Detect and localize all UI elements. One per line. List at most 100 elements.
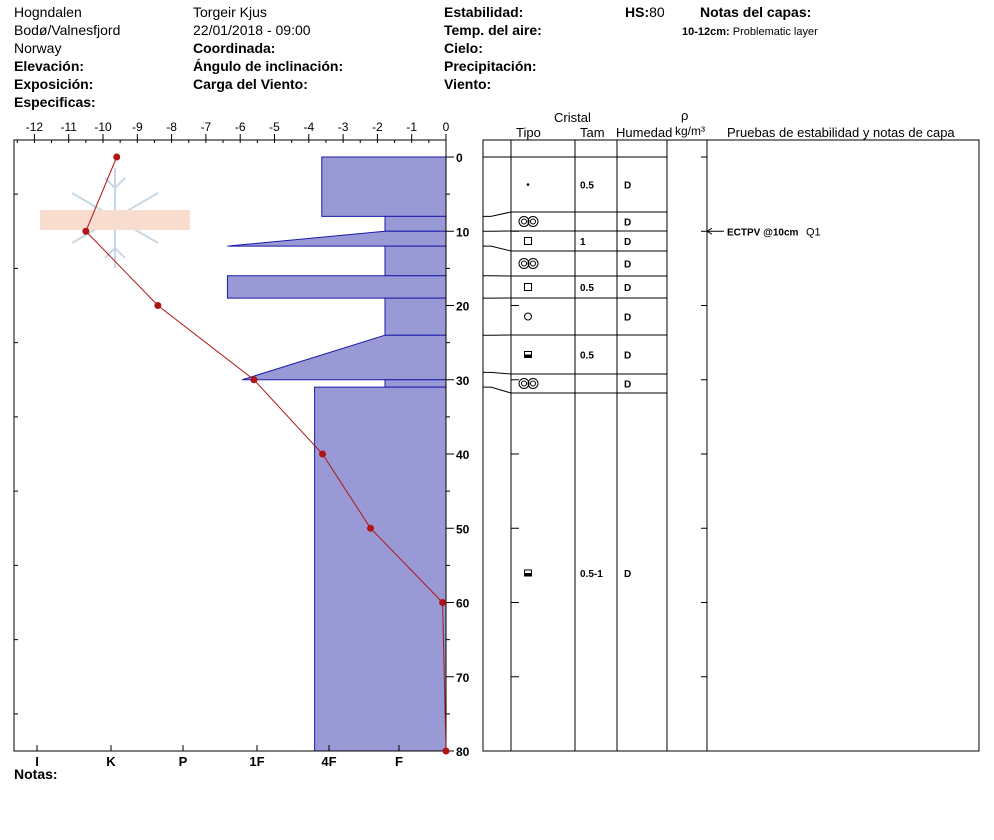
region: Bodø/Valnesfjord <box>14 22 121 38</box>
wind-load-label: Carga del Viento: <box>193 76 308 92</box>
layer-moisture: D <box>624 181 631 192</box>
layer-moisture: D <box>624 218 631 229</box>
hardness-layer-4 <box>226 275 447 299</box>
layer-moisture: D <box>624 237 631 248</box>
hs-label: HS: <box>625 4 650 20</box>
layer-connector-1 <box>483 211 512 217</box>
layer-connector-8 <box>483 386 512 394</box>
layer-size: 1 <box>580 237 586 248</box>
air-temp-label: Temp. del aire: <box>444 22 542 38</box>
watermark-band <box>40 210 190 230</box>
crystal-double-ring-icon-b <box>527 258 539 269</box>
layer-connector-7 <box>483 371 512 375</box>
datetime: 22/01/2018 - 09:00 <box>193 22 311 38</box>
temperature-point-4 <box>319 450 327 458</box>
moisture-header: Humedad <box>616 125 673 140</box>
elevation-label: Elevación: <box>14 58 85 74</box>
temp-tick-label: -2 <box>372 120 383 134</box>
type-header: Tipo <box>516 125 541 140</box>
hardness-label: P <box>179 754 188 769</box>
hardness-label: K <box>106 754 116 769</box>
depth-tick-label: 60 <box>456 597 470 611</box>
wind-label: Viento: <box>444 76 492 92</box>
crystal-double-ring-icon-inner <box>521 260 527 267</box>
temp-tick-label: -12 <box>26 120 44 134</box>
hardness-layer-7 <box>384 379 447 388</box>
observer: Torgeir Kjus <box>193 4 267 20</box>
density-unit-header: kg/m³ <box>675 124 705 138</box>
layer-table-frame <box>482 139 980 752</box>
layer-moisture: D <box>624 260 631 271</box>
temp-tick-label: -10 <box>94 120 112 134</box>
layer-note: 10-12cm: Problematic layer <box>682 24 818 40</box>
hardness-layer-3 <box>384 245 447 277</box>
temp-tick-label: -7 <box>201 120 212 134</box>
temp-tick-label: -3 <box>338 120 349 134</box>
stability-tests-header: Pruebas de estabilidad y notas de capa <box>727 125 955 140</box>
layer-size: 0.5-1 <box>580 569 603 580</box>
exposure-label: Exposición: <box>14 76 94 92</box>
crystal-double-ring-icon <box>518 378 530 389</box>
layer-notes-label: Notas del capas: <box>700 4 812 20</box>
country: Norway <box>14 40 62 56</box>
temp-tick-label: -4 <box>303 120 314 134</box>
hardness-label: 4F <box>321 754 336 769</box>
crystal-double-ring-icon <box>518 216 530 227</box>
temperature-point-3 <box>250 376 258 384</box>
depth-tick-label: 20 <box>456 300 470 314</box>
temperature-plot-frame <box>13 139 447 752</box>
specifics-label: Especificas: <box>14 94 96 110</box>
stability-test-arrowhead <box>706 227 713 235</box>
hardness-layer-0 <box>321 156 447 217</box>
crystal-half-filled-square-icon-fill <box>524 354 532 358</box>
layer-moisture: D <box>624 283 631 294</box>
crystal-double-ring-icon-inner <box>521 380 527 387</box>
depth-tick-label: 80 <box>456 745 470 759</box>
temp-tick-label: -1 <box>406 120 417 134</box>
depth-tick-label: 50 <box>456 522 470 536</box>
hs-value: 80 <box>649 4 665 20</box>
temperature-point-2 <box>154 302 162 309</box>
crystal-square-icon <box>524 237 532 245</box>
layer-size: 0.5 <box>580 181 594 192</box>
layer-moisture: D <box>624 313 631 324</box>
hs-readout: HS:80 <box>625 4 665 20</box>
crystal-double-ring-icon-b-inner <box>530 380 536 387</box>
crystal-header: Cristal <box>554 110 591 125</box>
slope-angle-label: Ángulo de inclinación: <box>193 58 344 74</box>
coordinate-label: Coordinada: <box>193 40 276 56</box>
hardness-label: 1F <box>249 754 264 769</box>
temp-tick-label: -9 <box>132 120 143 134</box>
notes-label: Notas: <box>14 766 58 782</box>
layer-size: 0.5 <box>580 351 594 362</box>
temp-tick-label: -8 <box>166 120 177 134</box>
precipitation-label: Precipitación: <box>444 58 537 74</box>
hardness-label: F <box>395 754 403 769</box>
depth-tick-label: 40 <box>456 448 470 462</box>
location: Hogndalen <box>14 4 82 20</box>
layer-note-text: Problematic layer <box>732 26 818 38</box>
temperature-point-0 <box>113 153 121 161</box>
depth-tick-label: 70 <box>456 671 470 685</box>
stability-label: Estabilidad: <box>444 4 524 20</box>
layer-connector-3 <box>483 245 512 252</box>
crystal-dot-icon <box>526 183 530 186</box>
temperature-point-7 <box>442 747 450 755</box>
crystal-square-icon <box>524 283 532 291</box>
hardness-layer-2 <box>227 230 447 247</box>
temperature-point-1 <box>82 227 90 235</box>
temperature-point-5 <box>367 524 375 532</box>
snowpilot-watermark <box>40 168 190 268</box>
size-header: Tam <box>580 125 605 140</box>
layer-size: 0.5 <box>580 283 594 294</box>
hardness-layer-5 <box>384 297 447 336</box>
depth-tick-label: 30 <box>456 374 470 388</box>
temperature-point-6 <box>439 599 447 606</box>
hardness-layer-8 <box>314 386 447 752</box>
depth-tick-label: 0 <box>456 151 463 165</box>
crystal-circle-icon <box>524 312 532 321</box>
stability-test-quality: Q1 <box>806 226 821 238</box>
crystal-double-ring-icon-b <box>527 378 539 389</box>
layer-moisture: D <box>624 380 631 391</box>
